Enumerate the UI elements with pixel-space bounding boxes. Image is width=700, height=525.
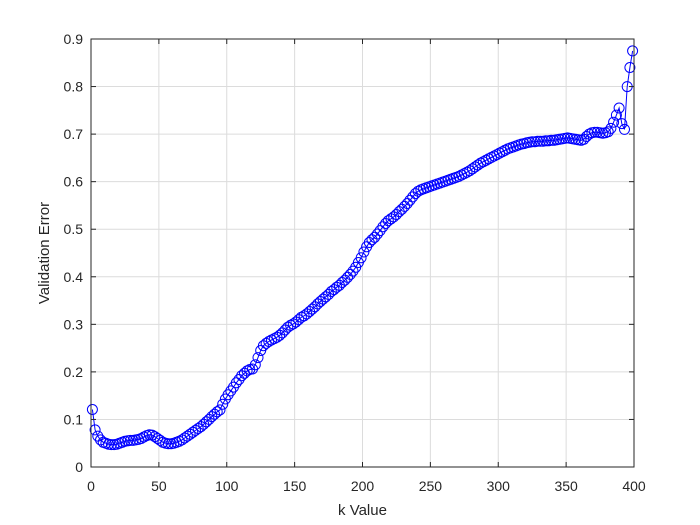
x-tick-label: 300 [487, 478, 511, 494]
data-point [146, 429, 158, 441]
data-point [399, 200, 411, 212]
data-point [374, 225, 386, 237]
data-point [540, 135, 552, 147]
y-tick-label: 0.9 [64, 31, 84, 47]
data-point [86, 404, 98, 415]
data-point [371, 228, 383, 240]
data-point [285, 319, 297, 331]
data-point [89, 424, 101, 436]
data-point [241, 365, 253, 377]
data-point [404, 194, 416, 206]
data-point [355, 252, 367, 264]
data-point [616, 118, 628, 130]
data-point [209, 408, 220, 420]
data-point [295, 311, 307, 323]
data-point [458, 168, 470, 180]
data-point [252, 352, 264, 364]
data-point [105, 439, 117, 451]
data-point [602, 126, 614, 138]
data-point [613, 102, 625, 114]
data-point [230, 377, 242, 389]
data-point [605, 122, 617, 134]
data-point [192, 423, 204, 434]
x-tick-label: 400 [622, 478, 646, 494]
data-point [124, 434, 136, 446]
data-point [152, 433, 163, 444]
data-point [211, 406, 223, 418]
y-tick-label: 0.5 [64, 221, 84, 237]
data-point [298, 310, 310, 322]
data-point [464, 165, 476, 177]
data-point [532, 135, 544, 147]
data-point [472, 159, 484, 171]
y-tick-label: 0.1 [64, 411, 84, 427]
data-point [461, 166, 473, 178]
data-point [184, 428, 196, 440]
data-point [407, 191, 419, 203]
x-tick-label: 50 [151, 478, 167, 494]
data-point [589, 126, 601, 138]
x-tick-label: 200 [351, 478, 375, 494]
data-point [162, 438, 174, 450]
data-point [467, 163, 478, 175]
data-point [225, 385, 237, 397]
x-tick-labels: 0 50 100 150 200 250 300 350 400 [87, 478, 646, 494]
y-tick-label: 0.4 [64, 269, 84, 285]
data-point [222, 389, 234, 401]
data-point [608, 116, 620, 128]
data-point [179, 432, 191, 444]
data-point [187, 426, 199, 438]
data-point [610, 109, 622, 121]
data-point [377, 221, 389, 233]
data-point [92, 430, 104, 442]
data-point [619, 123, 630, 135]
data-point [268, 333, 280, 345]
data-point [282, 321, 294, 333]
x-tick-label: 100 [215, 478, 239, 494]
data-point [627, 45, 639, 57]
data-point [293, 314, 305, 326]
data-point [469, 161, 481, 173]
data-point [214, 404, 226, 416]
data-point [347, 265, 359, 277]
y-tick-label: 0.6 [64, 174, 84, 190]
y-tick-label: 0.7 [64, 126, 84, 142]
series-layer [86, 45, 639, 451]
y-tick-label: 0.3 [64, 316, 84, 332]
data-point [369, 231, 381, 243]
data-point [190, 424, 201, 436]
data-point [534, 135, 546, 147]
data-point [401, 198, 413, 209]
data-point [409, 188, 421, 200]
data-point [181, 430, 193, 442]
data-point [545, 134, 557, 146]
data-point [217, 398, 229, 410]
y-tick-label: 0 [75, 459, 83, 475]
x-tick-label: 250 [419, 478, 443, 494]
data-point [358, 246, 370, 258]
y-axis-label: Validation Error [36, 202, 53, 304]
y-tick-label: 0.2 [64, 364, 84, 380]
data-point [249, 359, 261, 371]
data-point [344, 268, 356, 280]
y-tick-labels: 0 0.1 0.2 0.3 0.4 0.5 0.6 0.7 0.8 0.9 [64, 31, 84, 475]
x-tick-label: 0 [87, 478, 95, 494]
y-tick-label: 0.8 [64, 79, 84, 95]
x-axis-label: k Value [338, 502, 387, 519]
data-point [260, 337, 272, 349]
data-point [233, 374, 245, 385]
x-tick-label: 150 [283, 478, 307, 494]
data-point [583, 128, 595, 140]
data-point [624, 62, 636, 73]
data-point [382, 215, 394, 227]
data-point [342, 271, 354, 283]
data-point [149, 431, 161, 443]
data-point [176, 434, 188, 446]
data-point [526, 136, 538, 148]
tick-marks [90, 38, 635, 468]
x-tick-label: 350 [554, 478, 578, 494]
